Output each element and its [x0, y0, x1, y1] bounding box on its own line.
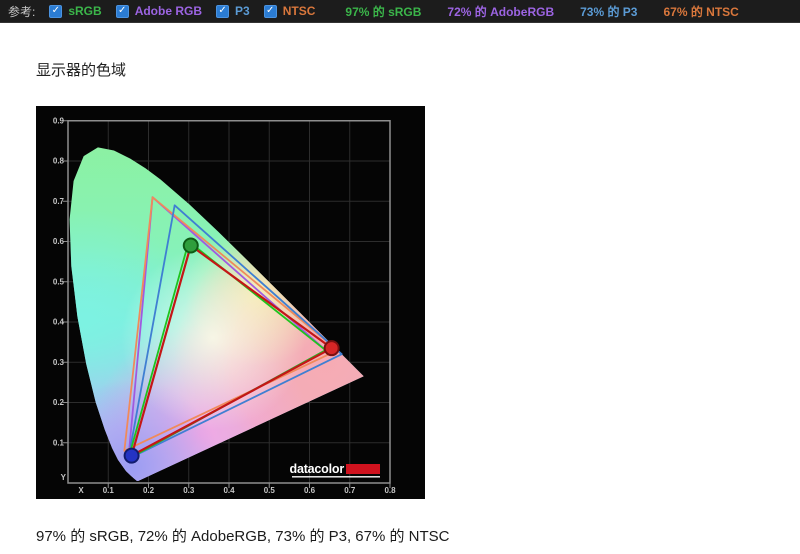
svg-text:0.9: 0.9 [53, 116, 65, 125]
reference-item-p3[interactable]: ✓ P3 [216, 4, 250, 18]
gamut-result-p3: 73% 的 P3 [580, 4, 638, 19]
spectral-locus-fill [69, 147, 364, 481]
svg-text:0.3: 0.3 [183, 486, 195, 495]
svg-text:0.5: 0.5 [264, 486, 276, 495]
reference-item-srgb[interactable]: ✓ sRGB [49, 4, 102, 18]
gamut-result-ntsc: 67% 的 NTSC [663, 4, 739, 19]
reference-label-ntsc: NTSC [282, 4, 316, 18]
reference-item-ntsc[interactable]: ✓ NTSC [263, 4, 316, 18]
reference-item-adobergb[interactable]: ✓ Adobe RGB [115, 4, 203, 18]
svg-text:0.4: 0.4 [223, 486, 235, 495]
checkbox-p3[interactable]: ✓ [216, 4, 230, 18]
gamut-result-srgb: 97% 的 sRGB [345, 4, 422, 19]
svg-text:0.5: 0.5 [53, 277, 65, 286]
datacolor-logo-text: datacolor [290, 462, 345, 476]
primary-point-marker [323, 340, 340, 357]
primary-point-marker [182, 237, 199, 254]
svg-text:0.8: 0.8 [384, 486, 396, 495]
reference-toolbar-label: 参考: [8, 4, 36, 19]
svg-text:0.7: 0.7 [344, 486, 356, 495]
checkbox-srgb[interactable]: ✓ [49, 4, 63, 18]
svg-text:X: X [78, 486, 84, 495]
reference-label-adobergb: Adobe RGB [134, 4, 203, 18]
page-title: 显示器的色域 [36, 62, 127, 79]
svg-text:0.3: 0.3 [53, 358, 65, 367]
axes: 0.1 0.2 0.3 0.4 0.5 0.6 0.7 0.8 0.1 0.2 0.3 0.4 0.5 0… [53, 116, 396, 495]
gamut-markers [123, 237, 340, 464]
reference-toolbar: 参考: ✓ sRGB ✓ Adobe RGB ✓ P3 ✓ NTSC 97% 的… [0, 0, 800, 23]
gamut-triangle-display [130, 244, 333, 457]
logo-red-bar [346, 464, 380, 474]
svg-text:0.6: 0.6 [53, 237, 65, 246]
reference-label-p3: P3 [235, 4, 250, 18]
gamut-summary-caption: 97% 的 sRGB, 72% 的 AdobeRGB, 73% 的 P3, 67… [36, 528, 450, 545]
svg-text:0.1: 0.1 [53, 438, 65, 447]
cie-chromaticity-diagram: 0.1 0.2 0.3 0.4 0.5 0.6 0.7 0.8 0.1 0.2 0.3 0.4 0.5 0… [53, 116, 396, 495]
svg-text:Y: Y [61, 473, 67, 482]
svg-text:0.2: 0.2 [53, 398, 65, 407]
gamut-triangle-NTSC [123, 196, 339, 452]
reference-label-srgb: sRGB [68, 4, 102, 18]
gamut-chart: 0.1 0.2 0.3 0.4 0.5 0.6 0.7 0.8 0.1 0.2 0.3 0.4 0.5 0… [36, 106, 425, 499]
svg-text:0.4: 0.4 [53, 318, 65, 327]
check-icon: ✓ [266, 5, 275, 16]
gamut-triangles [123, 196, 343, 460]
svg-text:0.8: 0.8 [53, 157, 65, 166]
datacolor-logo: datacolor [290, 462, 380, 478]
check-icon: ✓ [51, 5, 61, 16]
svg-text:0.1: 0.1 [103, 486, 115, 495]
check-icon: ✓ [218, 5, 227, 16]
check-icon: ✓ [117, 5, 127, 16]
svg-text:0.2: 0.2 [143, 486, 155, 495]
primary-point-marker [123, 447, 140, 464]
gamut-result-adobergb: 72% 的 AdobeRGB [447, 4, 555, 19]
checkbox-ntsc[interactable]: ✓ [263, 4, 277, 18]
checkbox-adobergb[interactable]: ✓ [115, 4, 129, 18]
svg-text:0.6: 0.6 [304, 486, 316, 495]
svg-text:0.7: 0.7 [53, 197, 65, 206]
gamut-triangle-P3 [127, 204, 343, 460]
